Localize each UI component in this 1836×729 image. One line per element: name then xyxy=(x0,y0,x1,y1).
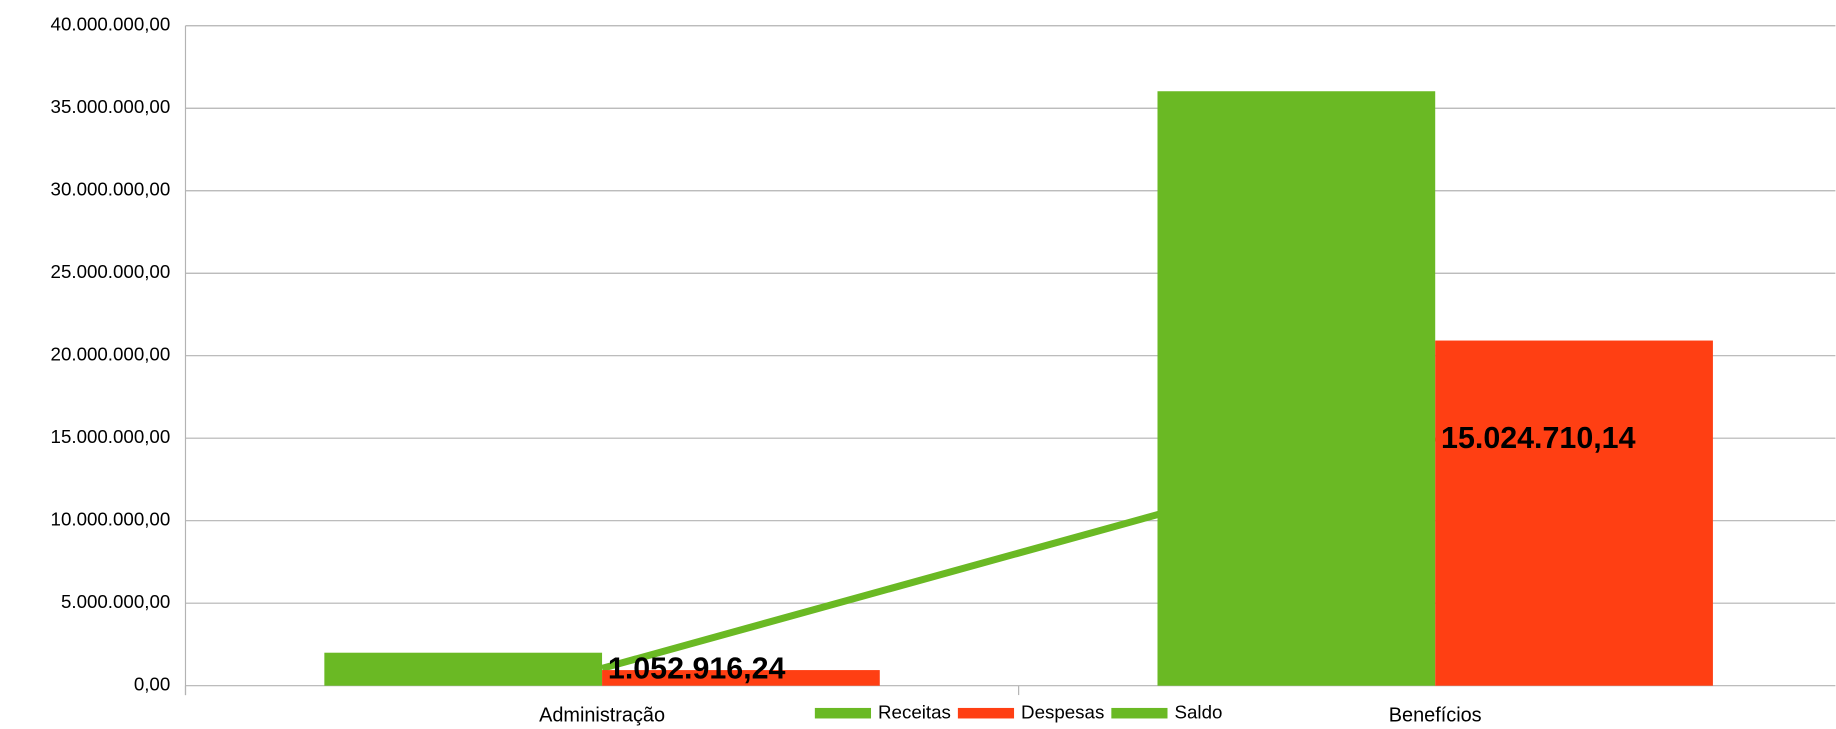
bar xyxy=(602,670,880,686)
y-tick-label: 5.000.000,00 xyxy=(61,591,170,612)
y-tick-label: 15.000.000,00 xyxy=(51,426,171,447)
legend-swatch xyxy=(957,707,1015,719)
data-label: 15.024.710,14 xyxy=(1441,421,1636,455)
y-tick-label: 0,00 xyxy=(134,674,170,695)
y-tick-label: 10.000.000,00 xyxy=(51,509,171,530)
bar xyxy=(324,652,603,686)
y-tick-label: 40.000.000,00 xyxy=(51,14,171,35)
y-tick-label: 35.000.000,00 xyxy=(51,96,171,117)
y-tick-label: 20.000.000,00 xyxy=(51,344,171,365)
bar xyxy=(1435,340,1713,686)
legend-label: Despesas xyxy=(1021,702,1104,723)
y-tick-label: 25.000.000,00 xyxy=(51,261,171,282)
legend-label: Receitas xyxy=(878,702,951,723)
x-tick-label: Benefícios xyxy=(1389,704,1482,726)
legend-swatch xyxy=(1111,707,1168,719)
bar xyxy=(1157,91,1436,686)
legend-swatch xyxy=(814,707,872,719)
y-tick-label: 30.000.000,00 xyxy=(51,179,171,200)
data-label: 1.052.916,24 xyxy=(608,652,786,686)
legend-label: Saldo xyxy=(1175,702,1223,723)
x-tick-label: Administração xyxy=(539,704,665,726)
